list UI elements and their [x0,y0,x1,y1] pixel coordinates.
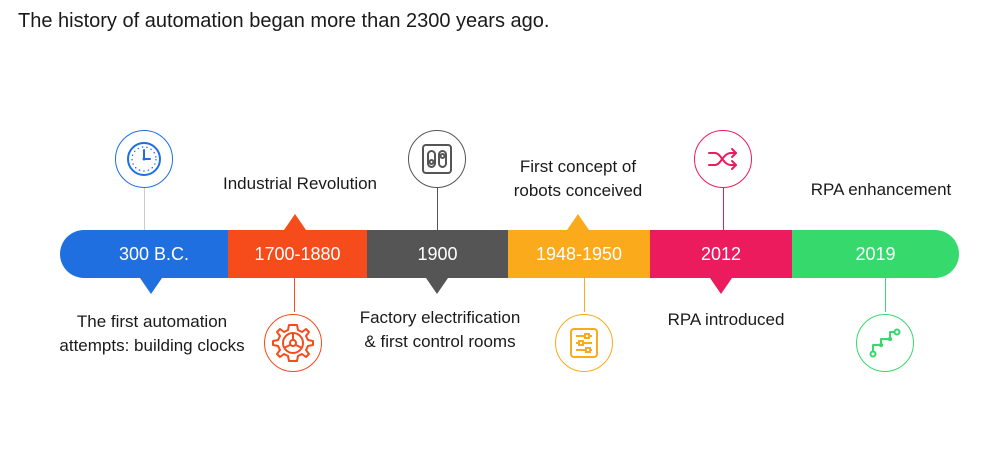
timeline-segment-2012: 2012 [650,230,792,278]
milestone-label-1948-1950: First concept of robots conceived [488,155,668,203]
year-label: 1700-1880 [254,243,341,264]
pointer-1900 [426,278,448,294]
label-line: Factory electrification [359,308,521,327]
label-line: attempts: building clocks [59,336,245,355]
connector-1948-1950 [584,278,585,312]
connector-1900 [437,188,438,230]
timeline-segment-1948-1950: 1948-1950 [508,230,650,278]
shuffle-arrows-icon [694,130,752,188]
milestone-label-1900: Factory electrification & first control … [336,306,544,354]
pointer-2012 [710,278,732,294]
year-label: 1948-1950 [535,243,623,264]
timeline-segment-2019: 2019 [792,230,959,278]
connector-300bc [144,188,145,230]
label-line: First concept of [519,157,637,176]
timeline-segment-300bc: 300 B.C. [60,230,228,278]
connector-2012 [723,188,724,230]
pointer-1700-1880 [284,214,306,230]
label-line: The first automation [76,312,228,331]
power-switch-icon [408,130,466,188]
label-line: & first control rooms [364,332,516,351]
pointer-300bc [140,278,162,294]
year-label: 2012 [700,243,742,264]
year-label: 1900 [417,243,458,264]
label-line: RPA introduced [667,310,785,329]
year-label: 300 B.C. [118,243,190,264]
clock-icon [115,130,173,188]
connector-1700-1880 [294,278,295,312]
milestone-label-2019: RPA enhancement [786,178,976,202]
timeline-segment-1700-1880: 1700-1880 [228,230,367,278]
page-title: The history of automation began more tha… [18,10,550,32]
label-line: RPA enhancement [810,180,952,199]
label-line: robots conceived [513,181,643,200]
year-label: 2019 [855,243,896,264]
milestone-label-2012: RPA introduced [636,308,816,332]
control-sliders-icon [555,314,613,372]
timeline-segment-1900: 1900 [367,230,508,278]
milestone-label-300bc: The first automation attempts: building … [52,310,252,358]
milestone-label-1700-1880: Industrial Revolution [200,172,400,196]
connector-2019 [885,278,886,312]
pointer-1948-1950 [567,214,589,230]
gear-wheel-icon [264,314,322,372]
growth-path-icon [856,314,914,372]
label-line: Industrial Revolution [222,174,378,193]
